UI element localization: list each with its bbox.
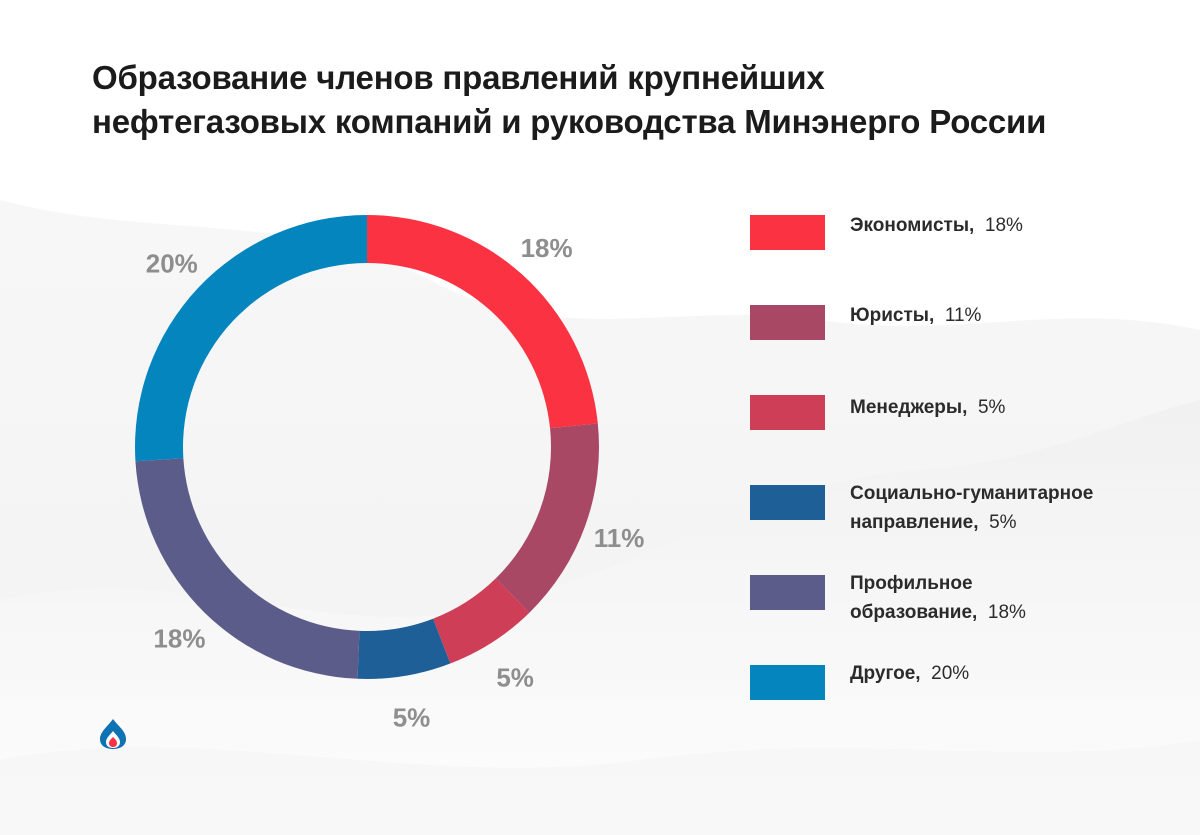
legend-label-name: Юристы, [850, 305, 935, 326]
legend-swatch [750, 575, 825, 610]
legend-label-name: Экономисты, [850, 215, 975, 236]
legend-swatch [750, 305, 825, 340]
legend-label-pct: 5% [977, 397, 1006, 418]
chart-title: Образование членов правлений крупнейших … [92, 56, 1046, 144]
legend-label: Менеджеры, 5% [850, 393, 1150, 422]
title-line-1: Образование членов правлений крупнейших [92, 59, 825, 96]
legend-swatch [750, 665, 825, 700]
legend-label-pct: 11% [944, 305, 982, 326]
slice-6 [134, 215, 367, 462]
legend-swatch [750, 395, 825, 430]
legend-label-name: Другое, [850, 663, 921, 684]
legend-label-pct: 20% [931, 663, 970, 684]
legend-label-pct: 18% [984, 215, 1023, 236]
legend-label-name: Социально-гуманитарное [850, 483, 1094, 504]
slice-1 [367, 215, 598, 429]
slice-label-2: 11% [594, 523, 645, 553]
legend-label: Экономисты, 18% [850, 211, 1150, 240]
slice-label-3: 5% [496, 663, 534, 693]
slice-5 [135, 458, 360, 679]
legend-label: Юристы, 11% [850, 301, 1150, 330]
slice-2 [495, 423, 599, 613]
flame-logo-icon [100, 719, 126, 749]
slice-label-4: 5% [393, 702, 431, 732]
legend-label: Профильное образование, 18% [850, 569, 1150, 627]
legend-swatch [750, 485, 825, 520]
legend-label-pct: 18% [987, 602, 1026, 623]
legend-label-name-2: образование, [850, 602, 978, 623]
slice-label-6: 20% [146, 248, 198, 278]
legend-swatch [750, 215, 825, 250]
slice-label-5: 18% [153, 623, 205, 653]
legend-label-name: Менеджеры, [850, 397, 968, 418]
slice-label-1: 18% [521, 233, 573, 263]
legend-label: Другое, 20% [850, 659, 1150, 688]
slice-3 [433, 578, 530, 664]
legend-label: Социально-гуманитарное направление, 5% [850, 479, 1150, 537]
slice-4 [357, 618, 451, 679]
title-line-2: нефтегазовых компаний и руководства Минэ… [92, 103, 1047, 140]
legend-label-name-2: направление, [850, 512, 979, 533]
legend-label-name: Профильное [850, 573, 973, 594]
legend-label-pct: 5% [989, 512, 1017, 533]
